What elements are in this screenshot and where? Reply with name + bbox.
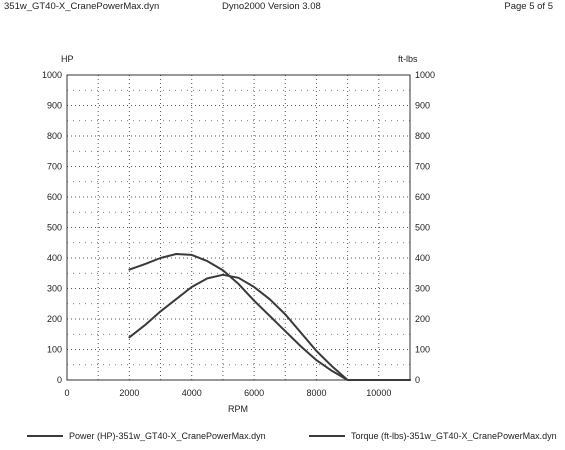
legend-item-power: Power (HP)-351w_GT40-X_CranePowerMax.dyn bbox=[27, 431, 266, 441]
legend-swatch-torque bbox=[309, 435, 345, 437]
y-tick-label-right: 1000 bbox=[415, 70, 435, 80]
y-tick-label-left: 0 bbox=[57, 375, 62, 385]
y-tick-label-right: 800 bbox=[415, 131, 430, 141]
y-tick-label-right: 200 bbox=[415, 314, 430, 324]
legend: Power (HP)-351w_GT40-X_CranePowerMax.dyn… bbox=[0, 431, 565, 447]
y-tick-label-left: 800 bbox=[47, 131, 62, 141]
y-tick-label-left: 900 bbox=[47, 101, 62, 111]
x-tick-label: 2000 bbox=[119, 388, 139, 398]
y-tick-label-left: 700 bbox=[47, 162, 62, 172]
y-tick-label-right: 900 bbox=[415, 101, 430, 111]
y-tick-label-left: 200 bbox=[47, 314, 62, 324]
y-tick-label-left: 600 bbox=[47, 192, 62, 202]
header-app-version: Dyno2000 Version 3.08 bbox=[222, 1, 321, 12]
y-tick-label-left: 400 bbox=[47, 253, 62, 263]
y-tick-label-right: 400 bbox=[415, 253, 430, 263]
x-axis-label: RPM bbox=[228, 404, 248, 414]
y-tick-label-left: 1000 bbox=[42, 70, 62, 80]
y-axis-label-left: HP bbox=[61, 54, 74, 64]
header-filename: 351w_GT40-X_CranePowerMax.dyn bbox=[4, 1, 160, 12]
x-tick-label: 4000 bbox=[182, 388, 202, 398]
series-layer bbox=[128, 253, 411, 381]
y-tick-label-right: 0 bbox=[415, 375, 420, 385]
y-tick-label-right: 600 bbox=[415, 192, 430, 202]
page-header: 351w_GT40-X_CranePowerMax.dyn Dyno2000 V… bbox=[0, 0, 565, 14]
y-tick-label-right: 700 bbox=[415, 162, 430, 172]
legend-label-power: Power (HP)-351w_GT40-X_CranePowerMax.dyn bbox=[69, 431, 266, 441]
legend-item-torque: Torque (ft-lbs)-351w_GT40-X_CranePowerMa… bbox=[309, 431, 565, 441]
y-tick-label-left: 300 bbox=[47, 284, 62, 294]
x-tick-label: 10000 bbox=[366, 388, 391, 398]
legend-label-torque: Torque (ft-lbs)-351w_GT40-X_CranePowerMa… bbox=[351, 431, 557, 441]
grid-layer bbox=[67, 75, 410, 380]
x-tick-label: 8000 bbox=[306, 388, 326, 398]
x-tick-label: 6000 bbox=[244, 388, 264, 398]
y-tick-label-right: 100 bbox=[415, 345, 430, 355]
y-tick-label-left: 500 bbox=[47, 223, 62, 233]
y-tick-label-right: 500 bbox=[415, 223, 430, 233]
y-tick-label-right: 300 bbox=[415, 284, 430, 294]
y-tick-label-left: 100 bbox=[47, 345, 62, 355]
legend-swatch-power bbox=[27, 435, 63, 437]
y-axis-label-right: ft-lbs bbox=[398, 54, 418, 64]
series-line-power bbox=[128, 273, 411, 381]
plot-frame bbox=[66, 74, 411, 381]
header-page-number: Page 5 of 5 bbox=[504, 1, 553, 12]
series-line-torque bbox=[128, 253, 411, 381]
x-tick-label: 0 bbox=[64, 388, 69, 398]
